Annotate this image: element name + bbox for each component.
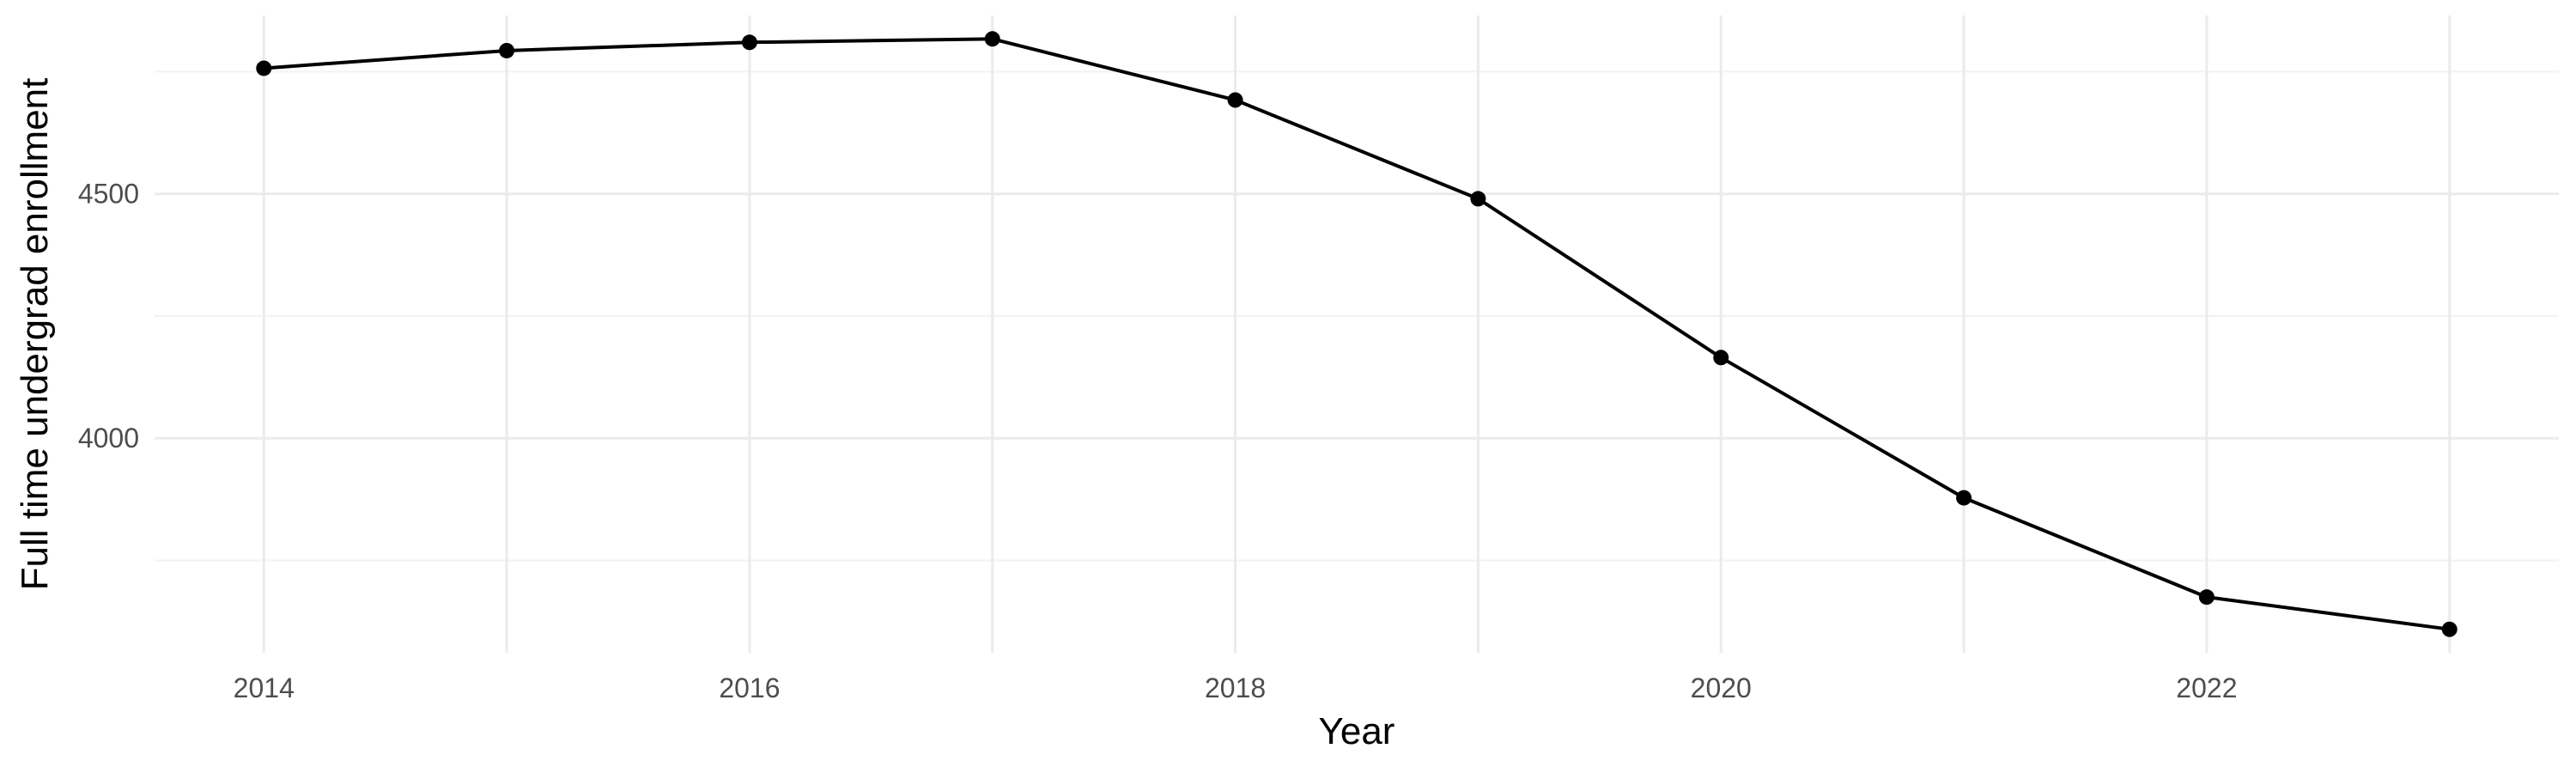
data-point <box>984 31 1000 47</box>
x-axis-title: Year <box>1319 710 1395 752</box>
y-tick-label: 4000 <box>78 423 139 453</box>
y-tick-label: 4500 <box>78 179 139 210</box>
data-point <box>1956 490 1972 506</box>
data-point <box>499 42 515 58</box>
data-point <box>1713 350 1729 366</box>
data-point <box>2441 621 2458 637</box>
major-gridlines <box>155 15 2559 653</box>
minor-gridlines <box>155 70 2559 562</box>
data-point <box>256 60 272 76</box>
x-tick-label: 2016 <box>719 673 780 703</box>
series-line <box>262 37 2451 631</box>
x-tick-label: 2022 <box>2176 673 2237 703</box>
data-point <box>1227 92 1243 108</box>
data-point <box>2198 589 2215 606</box>
x-tick-label: 2020 <box>1691 673 1752 703</box>
x-tick-label: 2014 <box>234 673 295 703</box>
series-layer <box>256 31 2458 637</box>
data-point <box>741 34 757 51</box>
x-tick-label: 2018 <box>1205 673 1266 703</box>
data-point <box>1470 191 1486 207</box>
y-axis-title: Full time undergrad enrollment <box>14 78 56 591</box>
tick-labels: 2014 2016 2018 2020 2022 4000 4500 <box>78 179 2238 703</box>
